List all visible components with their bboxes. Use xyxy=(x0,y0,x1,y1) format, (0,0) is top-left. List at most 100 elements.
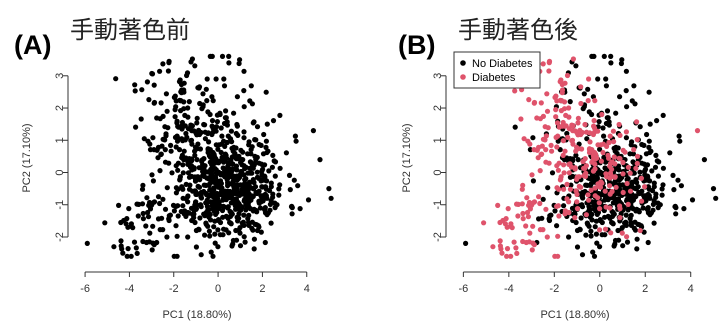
data-point-b xyxy=(634,119,640,125)
data-point-a xyxy=(231,184,237,190)
data-point-a xyxy=(245,188,251,194)
data-point-b xyxy=(555,253,561,259)
data-point-a xyxy=(188,138,194,144)
data-point-b xyxy=(560,152,566,158)
data-point-b xyxy=(574,206,581,212)
data-point-a xyxy=(252,184,259,190)
data-point-a xyxy=(209,123,215,129)
data-point-a xyxy=(186,99,192,105)
data-point-b xyxy=(650,207,656,213)
data-point-a xyxy=(180,170,186,176)
data-point-b xyxy=(651,184,657,190)
data-point-a xyxy=(186,156,192,162)
data-point-b xyxy=(606,139,612,146)
data-point-a xyxy=(207,187,213,193)
data-point-b xyxy=(637,124,643,130)
data-point-a xyxy=(185,105,191,111)
data-point-b xyxy=(597,217,603,224)
data-point-b xyxy=(543,147,549,153)
data-point-a xyxy=(177,177,183,183)
data-point-b xyxy=(676,133,682,139)
data-point-a xyxy=(256,198,262,204)
data-point-b xyxy=(582,121,588,128)
data-point-a xyxy=(168,148,174,154)
data-point-b xyxy=(608,53,614,60)
data-point-b xyxy=(617,215,623,221)
data-point-a xyxy=(151,147,157,153)
data-point-b xyxy=(523,223,529,229)
data-point-a xyxy=(175,213,181,219)
data-point-b xyxy=(513,245,519,251)
data-point-a xyxy=(194,120,200,126)
data-point-b xyxy=(583,212,590,218)
data-point-a xyxy=(221,171,227,177)
data-point-a xyxy=(243,164,249,170)
data-point-b xyxy=(611,243,617,249)
data-point-b xyxy=(654,158,660,164)
data-point-a xyxy=(178,108,184,114)
data-point-a xyxy=(124,253,130,259)
data-point-b xyxy=(627,170,633,176)
data-point-a xyxy=(215,217,222,224)
data-point-b xyxy=(543,133,550,139)
data-point-a xyxy=(261,177,267,183)
data-point-b xyxy=(675,177,681,183)
data-point-b xyxy=(505,206,511,212)
data-point-b xyxy=(578,84,584,90)
data-point-b xyxy=(531,147,537,153)
data-point-a xyxy=(222,115,228,121)
data-point-a xyxy=(262,205,268,211)
data-point-a xyxy=(157,200,163,207)
data-point-a xyxy=(317,157,323,163)
data-point-a xyxy=(241,88,247,94)
data-point-b xyxy=(514,250,520,256)
data-point-a xyxy=(210,253,216,259)
data-point-b xyxy=(519,201,525,207)
y-tick-label-b: -2 xyxy=(432,232,444,242)
data-point-b xyxy=(592,185,598,191)
data-point-b xyxy=(575,157,581,163)
data-point-a xyxy=(166,58,172,64)
data-point-b xyxy=(481,220,487,226)
data-point-b xyxy=(635,184,641,190)
data-point-a xyxy=(209,155,215,161)
data-point-a xyxy=(241,129,247,135)
data-point-b xyxy=(646,89,652,95)
data-point-a xyxy=(139,87,145,93)
data-point-b xyxy=(610,200,617,206)
data-point-a xyxy=(192,152,198,158)
data-point-a xyxy=(198,204,204,210)
data-point-b xyxy=(567,161,573,167)
data-point-b xyxy=(555,167,562,173)
legend-label: No Diabetes xyxy=(472,58,533,70)
data-point-a xyxy=(250,177,256,183)
data-point-b xyxy=(504,224,510,230)
y-tick-label-a: 1 xyxy=(54,137,66,143)
data-point-a xyxy=(197,215,203,221)
data-point-b xyxy=(638,175,645,181)
data-point-b xyxy=(520,216,526,222)
data-point-b xyxy=(628,212,634,218)
data-point-b xyxy=(561,186,567,192)
data-point-b xyxy=(601,133,607,139)
data-point-a xyxy=(189,123,195,129)
data-point-a xyxy=(224,122,230,128)
data-point-b xyxy=(612,237,619,244)
data-point-a xyxy=(157,116,163,122)
data-point-b xyxy=(596,119,602,125)
data-point-b xyxy=(592,224,598,230)
data-point-a xyxy=(175,167,181,173)
data-point-a xyxy=(139,186,146,192)
data-point-b xyxy=(558,108,565,114)
data-point-b xyxy=(582,173,589,179)
data-point-a xyxy=(266,168,272,174)
data-point-b xyxy=(620,171,626,177)
data-point-b xyxy=(596,200,602,206)
data-point-b xyxy=(587,139,593,145)
x-tick-label-b: 2 xyxy=(642,283,648,295)
data-point-b xyxy=(546,58,553,64)
data-point-b xyxy=(592,161,598,167)
data-point-a xyxy=(175,160,181,166)
data-point-a xyxy=(310,128,316,134)
data-point-b xyxy=(568,182,574,188)
